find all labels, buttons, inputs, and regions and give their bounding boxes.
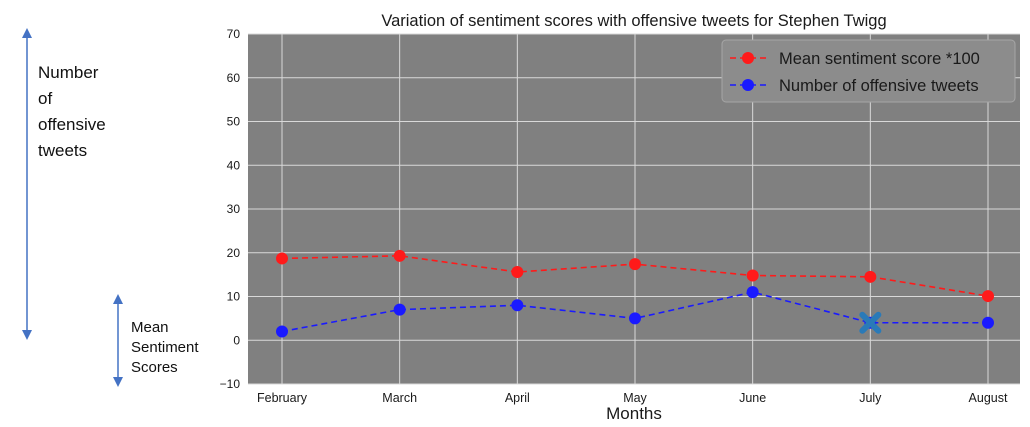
y-tick-label: −10 xyxy=(220,377,241,391)
data-point xyxy=(864,270,877,283)
annotation-number-of-offensive-tweets: Number of offensive tweets xyxy=(38,60,128,164)
data-point xyxy=(393,303,406,316)
x-tick-label: May xyxy=(623,391,647,405)
y-tick-label: 0 xyxy=(233,333,240,347)
data-point xyxy=(276,252,288,265)
x-tick-label: April xyxy=(505,391,530,405)
x-tick-label: August xyxy=(969,391,1008,405)
data-point xyxy=(511,266,524,278)
y-tick-label: 50 xyxy=(227,115,241,129)
annotation-line: Number xyxy=(38,63,99,82)
arrow-offensive-tweets xyxy=(22,28,32,340)
annotation-arrows xyxy=(22,28,123,387)
y-tick-label: 60 xyxy=(227,71,241,85)
y-tick-label: 30 xyxy=(227,202,241,216)
y-tick-label: 70 xyxy=(227,27,241,41)
x-tick-label: July xyxy=(859,391,882,405)
y-tick-label: 40 xyxy=(227,158,241,172)
series-mean-sentiment xyxy=(276,249,994,303)
annotation-line: Mean xyxy=(131,319,169,336)
legend-label: Mean sentiment score *100 xyxy=(779,50,980,68)
data-point xyxy=(982,316,994,329)
chart-title: Variation of sentiment scores with offen… xyxy=(381,12,886,30)
data-point xyxy=(629,258,641,271)
x-tick-label: June xyxy=(739,391,766,405)
x-stroke xyxy=(859,311,882,334)
arrow-head-down xyxy=(113,377,123,387)
data-point xyxy=(393,249,406,262)
data-point xyxy=(276,325,288,338)
legend-box xyxy=(721,39,1016,103)
annotation-mean-sentiment-scores: Mean Sentiment Scores xyxy=(131,318,221,378)
x-tick-labels: February March April May June July August xyxy=(257,391,1008,405)
arrow-sentiment xyxy=(113,294,123,387)
annotation-line: of xyxy=(38,89,53,108)
grid-lines xyxy=(248,33,1020,385)
y-tick-labels: −10 0 10 20 30 40 50 60 70 xyxy=(220,27,241,391)
x-icon xyxy=(859,311,882,334)
data-point xyxy=(746,286,759,299)
annotation-line: Scores xyxy=(131,359,178,376)
y-tick-label: 20 xyxy=(227,246,241,260)
annotation-line: Sentiment xyxy=(131,339,199,356)
x-tick-label: March xyxy=(382,391,417,405)
arrow-head-down xyxy=(22,330,32,340)
data-point xyxy=(629,312,641,325)
x-axis-label: Months xyxy=(606,404,662,423)
data-point xyxy=(746,269,759,282)
data-point xyxy=(511,299,524,312)
annotation-line: tweets xyxy=(38,141,88,160)
data-point xyxy=(982,290,994,303)
arrow-head-up xyxy=(22,28,32,38)
legend: Mean sentiment score *100 Number of offen… xyxy=(721,39,1016,103)
arrow-head-up xyxy=(113,294,123,304)
y-tick-label: 10 xyxy=(227,290,241,304)
legend-label: Number of offensive tweets xyxy=(779,77,979,95)
legend-marker xyxy=(742,79,754,91)
annotation-line: offensive xyxy=(38,115,106,134)
series-layer xyxy=(276,249,994,338)
legend-marker xyxy=(742,52,754,64)
x-tick-label: February xyxy=(257,391,308,405)
